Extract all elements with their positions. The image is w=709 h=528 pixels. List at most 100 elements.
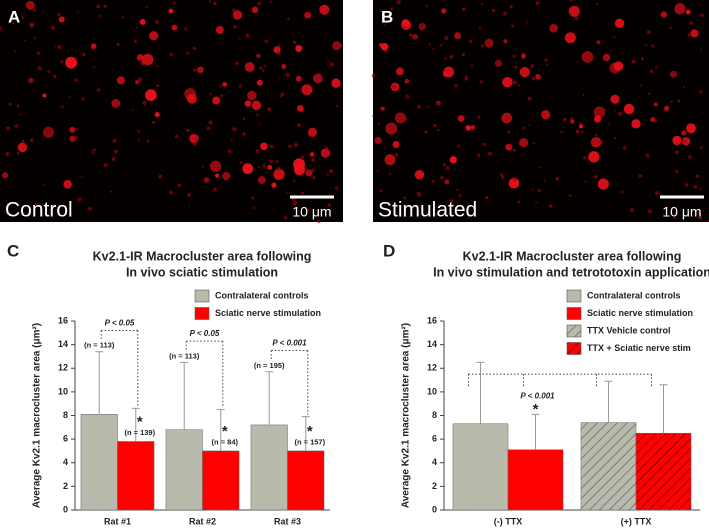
cluster-spot: [331, 78, 341, 88]
x-tick-label: Rat #3: [274, 516, 301, 526]
cluster-spot: [579, 122, 583, 126]
cluster-spot: [488, 151, 493, 156]
cluster-spot: [203, 177, 210, 183]
cluster-spot: [156, 65, 159, 68]
cluster-spot: [374, 136, 382, 145]
cluster-spot: [242, 163, 254, 175]
cluster-spot: [244, 100, 252, 107]
cluster-spot: [260, 142, 268, 151]
cluster-spot: [530, 64, 534, 68]
cluster-spot: [401, 19, 410, 27]
cluster-spot: [468, 39, 473, 44]
cluster-spot: [684, 183, 689, 187]
cluster-spot: [142, 101, 147, 105]
cluster-spot: [577, 61, 579, 63]
legend-label: TTX Vehicle control: [587, 325, 671, 335]
significance-label: P < 0.05: [105, 319, 135, 328]
cluster-spot: [613, 36, 616, 39]
cluster-spot: [103, 163, 108, 168]
cluster-spot: [292, 197, 296, 202]
cluster-spot: [137, 138, 140, 141]
cluster-spot: [503, 39, 508, 44]
cluster-spot: [512, 54, 516, 58]
cluster-spot: [574, 16, 579, 21]
cluster-spot: [311, 157, 315, 162]
cluster-spot: [269, 159, 274, 164]
cluster-spot: [501, 175, 504, 179]
cluster-spot: [280, 92, 285, 97]
cluster-spot: [672, 135, 682, 146]
cluster-spot: [520, 53, 527, 59]
bar: [165, 429, 203, 511]
cluster-spot: [208, 120, 213, 125]
cluster-spot: [427, 105, 430, 108]
cluster-spot: [244, 62, 255, 72]
cluster-spot: [480, 2, 484, 6]
cluster-spot: [325, 146, 329, 150]
cluster-spot: [655, 191, 659, 196]
cluster-spot: [630, 208, 634, 212]
cluster-spot: [111, 156, 116, 161]
cluster-spot: [259, 66, 263, 70]
legend-swatch: [194, 289, 210, 303]
cluster-spot: [681, 137, 691, 146]
cluster-spot: [32, 8, 36, 12]
cluster-spot: [307, 127, 317, 137]
significance-label: P < 0.001: [520, 391, 555, 400]
bar: [635, 432, 692, 511]
cluster-spot: [698, 216, 703, 221]
cluster-spot: [57, 45, 62, 50]
cluster-spot: [392, 85, 396, 89]
cluster-spot: [682, 86, 685, 89]
micrograph: [373, 0, 709, 222]
cluster-spot: [507, 130, 511, 134]
cluster-spot: [326, 11, 329, 14]
y-tick-label: 6: [63, 434, 68, 444]
cluster-spot: [262, 69, 265, 72]
scale-label: 10 μm: [292, 204, 331, 220]
cluster-spot: [111, 98, 121, 108]
cluster-spot: [412, 33, 419, 40]
cluster-spot: [42, 93, 47, 98]
cluster-spot: [686, 123, 696, 134]
cluster-spot: [699, 188, 702, 191]
cluster-spot: [436, 100, 441, 106]
bar: [80, 414, 118, 511]
cluster-spot: [555, 178, 559, 181]
cluster-spot: [74, 136, 79, 140]
y-axis-label: Average Kv2.1 macrocluster area (μm²): [32, 323, 43, 508]
cluster-spot: [141, 53, 154, 66]
cluster-spot: [570, 195, 572, 197]
legend-label: Contralateral controls: [587, 290, 681, 300]
cluster-spot: [444, 57, 447, 60]
cluster-spot: [454, 32, 462, 40]
cluster-spot: [631, 59, 636, 64]
cluster-spot: [293, 201, 298, 206]
scale-label: 10 μm: [662, 204, 701, 220]
cluster-spot: [593, 106, 606, 118]
n-label: (n = 113): [84, 341, 115, 350]
cluster-spot: [640, 57, 644, 61]
cluster-spot: [76, 11, 79, 14]
cluster-spot: [227, 149, 232, 154]
error-bar: [604, 380, 613, 423]
cluster-spot: [409, 33, 413, 37]
cluster-spot: [58, 16, 65, 23]
cluster-spot: [570, 119, 575, 124]
cluster-spot: [194, 137, 197, 140]
y-tick-label: 12: [58, 363, 68, 373]
cluster-spot: [264, 39, 269, 43]
y-tick-label: 0: [63, 504, 68, 514]
cluster-spot: [42, 10, 44, 13]
cluster-spot: [177, 183, 182, 188]
cluster-spot: [188, 205, 190, 207]
cluster-spot: [300, 191, 304, 195]
cluster-spot: [156, 84, 160, 88]
cluster-spot: [134, 79, 140, 85]
bar: [117, 441, 155, 511]
cluster-spot: [25, 0, 35, 10]
cluster-spot: [152, 120, 156, 125]
image-label: Stimulated: [378, 199, 477, 222]
bar: [250, 424, 288, 511]
cluster-spot: [136, 54, 144, 61]
